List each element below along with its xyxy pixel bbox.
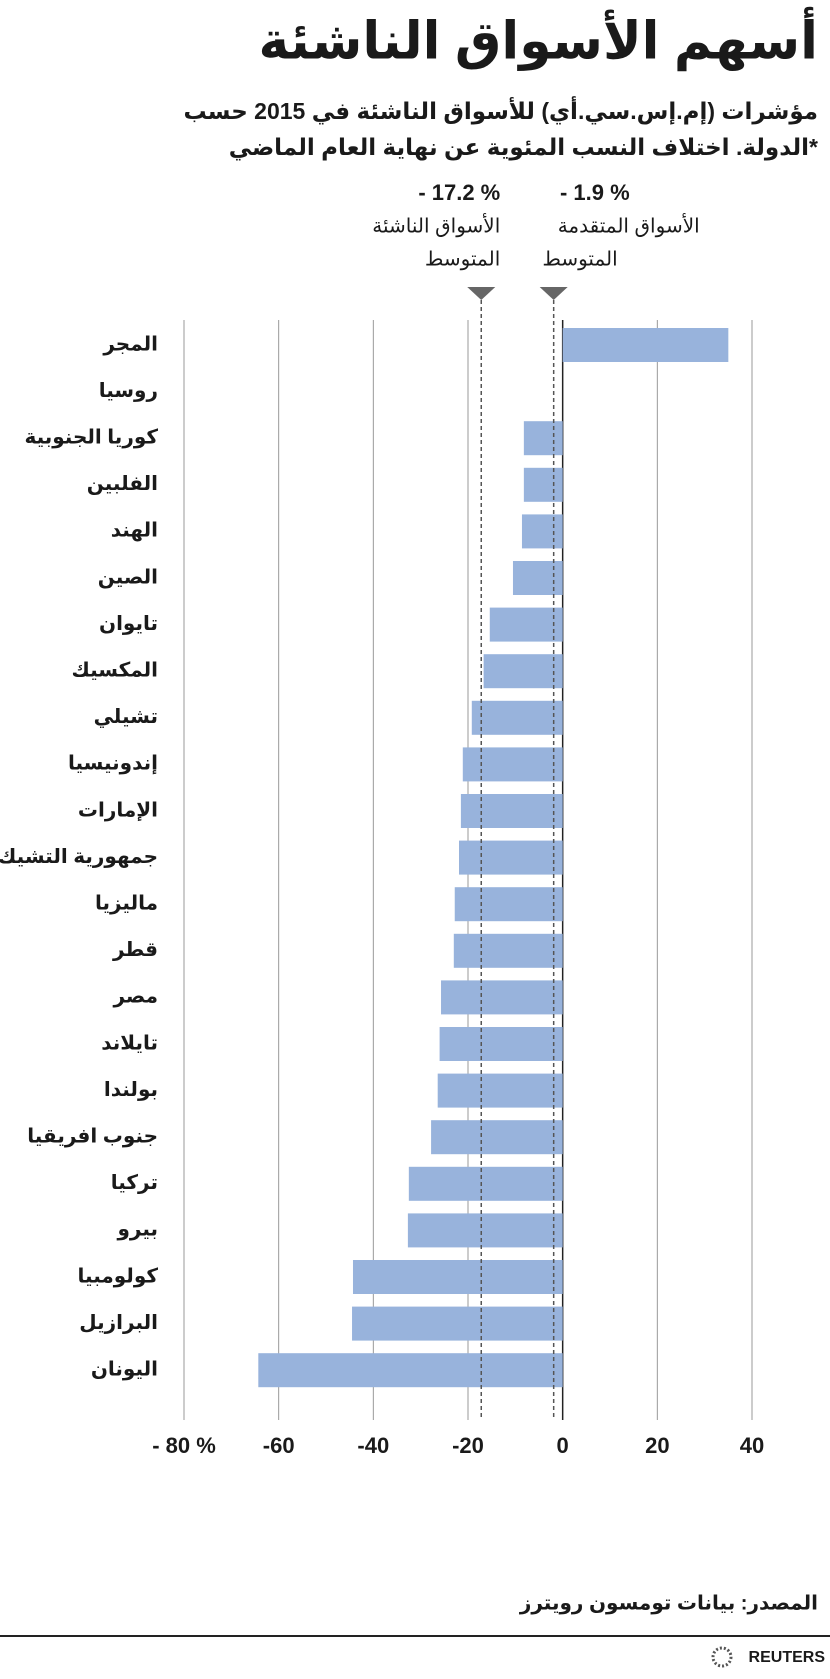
bar — [431, 1120, 563, 1155]
reference-label: - 17.2 % — [418, 180, 500, 205]
reference-name: الأسواق المتقدمة — [558, 213, 700, 237]
bar — [459, 840, 563, 875]
reference-note: المتوسط — [542, 248, 617, 270]
bar — [441, 980, 563, 1015]
y-tick-label: المكسيك — [71, 659, 158, 681]
bar — [521, 514, 563, 549]
y-tick-label: كوريا الجنوبية — [24, 426, 158, 448]
bar — [437, 1073, 563, 1108]
bar — [523, 421, 563, 456]
x-tick-label: -60 — [263, 1433, 295, 1458]
reference-marker — [539, 287, 568, 300]
y-tick-label: روسيا — [99, 380, 158, 402]
source: المصدر: بيانات تومسون رويترز — [519, 1592, 818, 1614]
y-tick-label: تركيا — [111, 1172, 158, 1194]
y-tick-label: قطر — [112, 939, 158, 961]
reference-label: - 1.9 % — [560, 180, 630, 205]
bar — [352, 1306, 563, 1341]
chart-title: أسهم الأسواق الناشئة — [258, 7, 818, 72]
x-tick-label: - 80 % — [152, 1433, 216, 1458]
bar — [453, 933, 563, 968]
x-tick-label: 20 — [645, 1433, 669, 1458]
y-tick-label: البرازيل — [79, 1312, 158, 1334]
bar — [512, 561, 563, 595]
chart-subtitle: مؤشرات (إم.إس.سي.أي) للأسواق الناشئة في … — [183, 95, 818, 125]
y-tick-label: كولومبيا — [78, 1265, 159, 1287]
bar — [460, 794, 563, 828]
bar — [471, 700, 563, 735]
y-tick-label: المجر — [102, 333, 158, 355]
y-tick-label: الإمارات — [78, 799, 158, 821]
bar — [258, 1353, 563, 1388]
y-tick-label: الفلبين — [87, 473, 158, 495]
bar — [407, 1213, 563, 1248]
y-tick-label: إندونيسيا — [68, 753, 158, 775]
y-tick-label: الصين — [98, 566, 158, 588]
y-tick-label: مصر — [112, 986, 158, 1008]
x-tick-label: 40 — [740, 1433, 764, 1458]
reference-marker — [467, 287, 496, 300]
y-tick-label: تايلاند — [101, 1032, 158, 1054]
bar — [439, 1027, 563, 1061]
y-tick-label: جنوب افريقيا — [27, 1125, 158, 1147]
reference-name: الأسواق الناشئة — [372, 213, 500, 237]
x-tick-label: -20 — [452, 1433, 484, 1458]
reference-note: المتوسط — [425, 248, 500, 270]
bar — [462, 747, 563, 782]
logo: REUTERS — [749, 1649, 826, 1666]
bar — [483, 654, 563, 689]
y-tick-label: ماليزيا — [95, 892, 158, 914]
y-tick-label: الهند — [111, 520, 158, 542]
bar — [489, 607, 563, 642]
bar — [562, 328, 729, 362]
bar — [523, 467, 563, 502]
x-tick-label: -40 — [357, 1433, 389, 1458]
y-tick-label: جمهورية التشيك — [0, 846, 158, 868]
y-tick-label: بيرو — [116, 1219, 158, 1241]
bar — [408, 1166, 563, 1201]
chart-subtitle: الدولة. اختلاف النسب المئوية عن نهاية ال… — [229, 134, 818, 161]
x-tick-label: 0 — [557, 1433, 569, 1458]
logo-icon — [711, 1646, 733, 1668]
y-tick-label: بولندا — [104, 1079, 158, 1101]
y-tick-label: اليونان — [91, 1358, 158, 1380]
bar — [352, 1260, 563, 1294]
y-tick-label: تايوان — [99, 613, 158, 635]
bar — [454, 887, 563, 922]
y-tick-label: تشيلي — [94, 706, 158, 729]
